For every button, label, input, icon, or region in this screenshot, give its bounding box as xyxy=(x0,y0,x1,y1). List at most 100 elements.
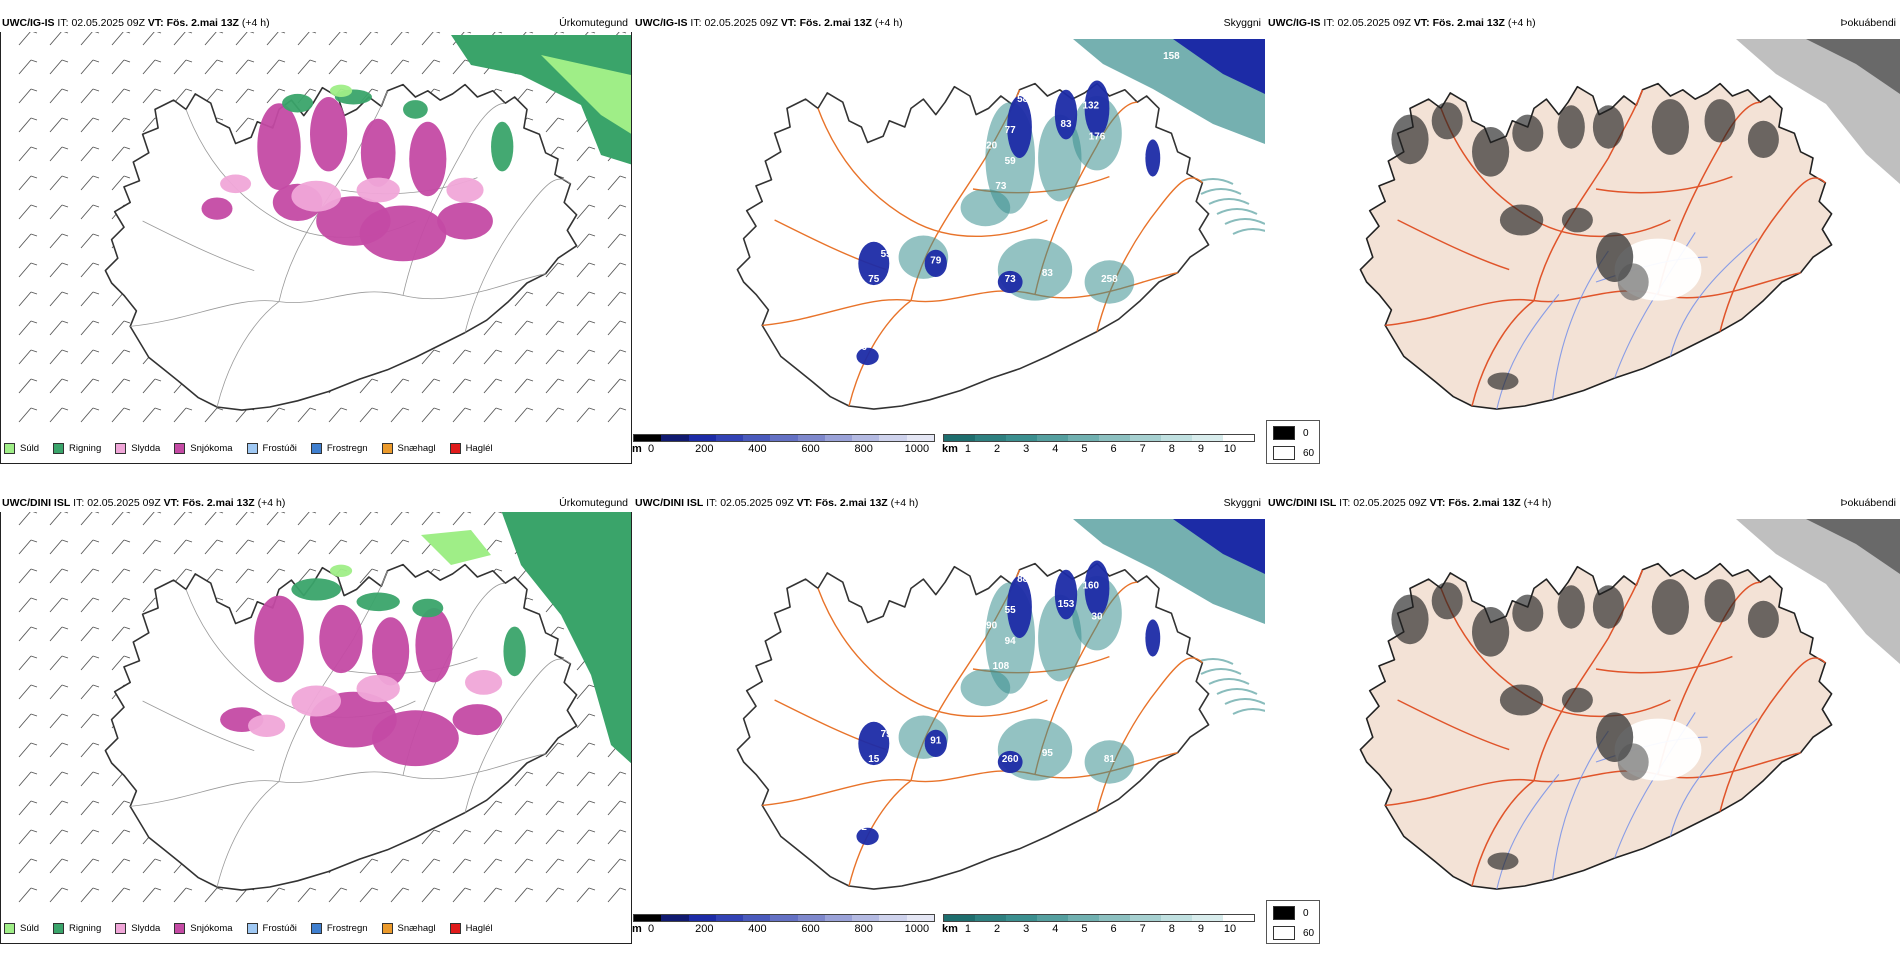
cloud-legend-label: 0 xyxy=(1303,427,1309,439)
legend-swatch xyxy=(246,442,258,454)
legend-swatch xyxy=(174,442,186,454)
ceiling-value-labels: 88 55 90 94 108 131 160 30 153 76 58 79 91 178 260 95 81… xyxy=(856,574,1147,833)
low-cloud-areas xyxy=(856,80,1161,366)
panel-header: UWC/DINI ISL IT: 02.05.2025 09Z VT: Fös.… xyxy=(633,494,1265,512)
colorbar-bin xyxy=(824,435,853,441)
colorbar-tick: 10 xyxy=(1223,443,1237,455)
ceiling-value: 75 xyxy=(868,274,880,285)
legend-swatch xyxy=(4,922,15,934)
cloud-legend-label: 60 xyxy=(1303,927,1315,939)
cloud-legend-swatch xyxy=(1273,906,1295,920)
ceiling-value: 76 xyxy=(1135,630,1147,641)
panel-title-precip: Úrkomutegund xyxy=(559,17,628,29)
legend-label: Frostúði xyxy=(262,922,297,934)
ceiling-value: 176 xyxy=(1089,131,1106,142)
colorbar-bin xyxy=(852,435,880,441)
colorbar-unit: m xyxy=(632,923,642,935)
ceiling-value: 58 xyxy=(856,711,868,722)
visibility-map[interactable]: 88 55 90 94 108 131 160 30 153 76 58 79 91 178 260 95 81… xyxy=(633,514,1265,924)
model-name: UWC/IG-IS xyxy=(635,17,688,29)
legend-swatch xyxy=(115,442,127,454)
colorbar-strip xyxy=(943,434,1255,442)
colorbar-tick: 10 xyxy=(1223,923,1237,935)
colorbar-bin xyxy=(1037,915,1068,921)
ceiling-value: 73 xyxy=(1005,274,1017,285)
legend-label: Snæhagl xyxy=(397,922,436,934)
colorbar-bin xyxy=(634,915,662,921)
ceiling-value: 95 xyxy=(1042,748,1054,759)
ceiling-value: 58 xyxy=(1017,94,1029,105)
colorbar-tick: 4 xyxy=(1052,443,1059,455)
precip-type-panel: UWC/DINI ISL IT: 02.05.2025 09Z VT: Fös.… xyxy=(0,494,632,944)
model-name: UWC/IG-IS xyxy=(2,17,55,29)
lead-time: (+4 h) xyxy=(257,497,286,509)
ceiling-value: 159 xyxy=(1027,200,1044,211)
ceiling-value: 30 xyxy=(1091,611,1103,622)
it-label: IT: xyxy=(690,17,702,29)
panel-header: UWC/DINI ISL IT: 02.05.2025 09Z VT: Fös.… xyxy=(0,494,632,512)
vt-label: VT: xyxy=(163,497,180,509)
legend-label: Slydda xyxy=(131,442,161,454)
ceiling-value-labels: 58 77 20 59 73 159 132 176 83 63 205 55 79 82 73 83 258 7… xyxy=(853,51,1180,353)
legend-item-frostregn: Frostregn xyxy=(310,922,368,934)
colorbar-bin xyxy=(852,915,880,921)
legend-item-frostúði: Frostúði xyxy=(246,922,297,934)
offshore-cloud xyxy=(1073,39,1265,235)
colorbar-bin xyxy=(1192,915,1223,921)
visibility-colorbar: km 1 2 3 4 5 6 7 8 9 10 xyxy=(942,434,1255,464)
colorbar-tick: 5 xyxy=(1081,443,1088,455)
valid-time: Fös. 2.mai 13Z xyxy=(1432,17,1505,29)
precip-map[interactable] xyxy=(1,15,631,463)
legend-item-haglél: Haglél xyxy=(449,442,493,454)
fog-map[interactable] xyxy=(1266,514,1900,924)
ceiling-value: 153 xyxy=(1058,599,1075,610)
ceiling-value: 55 xyxy=(1005,605,1017,616)
model-name: UWC/IG-IS xyxy=(1268,17,1321,29)
init-time: 02.05.2025 09Z xyxy=(1353,497,1427,509)
colorbar-tick: 1000 xyxy=(904,443,930,455)
colorbar-bin xyxy=(1223,915,1254,921)
visibility-panel: UWC/IG-IS IT: 02.05.2025 09Z VT: Fös. 2.… xyxy=(632,14,1265,464)
iceland-landmass xyxy=(1359,562,1833,890)
colorbar-bin xyxy=(975,435,1006,441)
visibility-map[interactable]: 58 77 20 59 73 159 132 176 83 63 205 55 79 82 73 83 258 7… xyxy=(633,34,1265,444)
cloud-legend-item: 0 xyxy=(1273,426,1309,440)
colorbar-bin xyxy=(906,435,934,441)
colorbar-bin xyxy=(1099,915,1130,921)
valid-time: Fös. 2.mai 13Z xyxy=(182,497,255,509)
iceland-landmass: 88 55 90 94 108 131 160 30 153 76 58 79 91 178 260 95 81… xyxy=(736,560,1210,890)
ceiling-value: 178 xyxy=(977,742,994,753)
model-name: UWC/DINI ISL xyxy=(1268,497,1337,509)
ceiling-value: 66 xyxy=(856,342,868,353)
legend-swatch xyxy=(310,442,322,454)
colorbar-tick: 0 xyxy=(648,923,655,935)
precip-type-panel: UWC/IG-IS IT: 02.05.2025 09Z VT: Fös. 2.… xyxy=(0,14,632,464)
ceiling-value: 158 xyxy=(1163,51,1180,62)
precip-map[interactable] xyxy=(1,495,631,943)
colorbar-tick: 7 xyxy=(1139,923,1146,935)
ceiling-value: 108 xyxy=(993,661,1010,672)
colorbar-bin xyxy=(1068,915,1099,921)
legend-item-snjókoma: Snjókoma xyxy=(174,922,233,934)
colorbar-bin xyxy=(975,915,1006,921)
ceiling-value: 77 xyxy=(1005,125,1017,136)
model-row-dini-isl: UWC/DINI ISL IT: 02.05.2025 09Z VT: Fös.… xyxy=(0,494,1900,964)
ceiling-colorbar: m 0 200 400 600 800 1000 xyxy=(632,914,935,944)
valid-time: Fös. 2.mai 13Z xyxy=(1448,497,1521,509)
init-time: 02.05.2025 09Z xyxy=(720,497,794,509)
colorbar-bin xyxy=(1192,435,1223,441)
fog-panel: UWC/IG-IS IT: 02.05.2025 09Z VT: Fös. 2.… xyxy=(1266,14,1900,464)
init-time: 02.05.2025 09Z xyxy=(87,497,161,509)
fog-map[interactable] xyxy=(1266,34,1900,444)
panel-title-fog: Þokuábendi xyxy=(1840,497,1896,509)
colorbar-bin xyxy=(797,915,825,921)
legend-swatch xyxy=(115,922,127,934)
ceiling-value: 15 xyxy=(868,754,880,765)
init-time: 02.05.2025 09Z xyxy=(704,17,778,29)
iceland-landmass: 58 77 20 59 73 159 132 176 83 63 205 55 79 82 73 83 258 7… xyxy=(736,51,1210,410)
valid-time: Fös. 2.mai 13Z xyxy=(815,497,888,509)
colorbar-bin xyxy=(715,915,744,921)
legend-swatch xyxy=(53,442,65,454)
legend-item-slydda: Slydda xyxy=(115,922,160,934)
colorbar-bin xyxy=(688,915,716,921)
